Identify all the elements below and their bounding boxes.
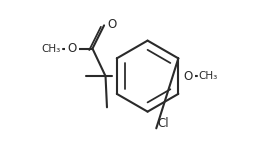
Text: O: O	[107, 18, 116, 31]
Text: Cl: Cl	[157, 117, 169, 130]
Text: O: O	[184, 70, 193, 83]
Text: O: O	[68, 42, 77, 55]
Text: CH₃: CH₃	[41, 44, 61, 54]
Text: CH₃: CH₃	[198, 71, 218, 81]
